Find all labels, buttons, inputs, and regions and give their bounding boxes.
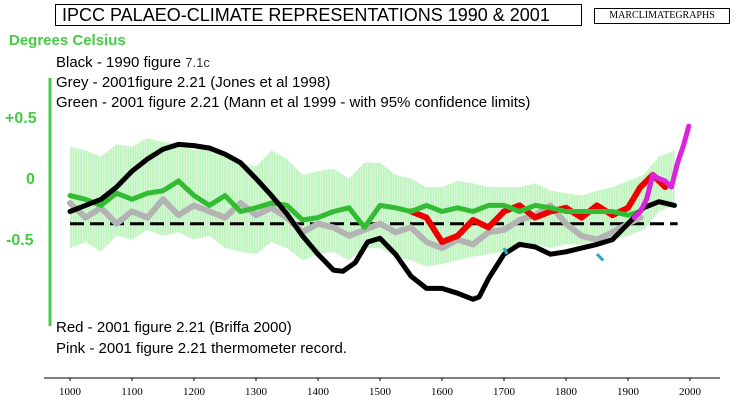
x-tick-label: 2000 — [679, 386, 701, 398]
legend-entry-green: Green - 2001 figure 2.21 (Mann et al 199… — [56, 94, 531, 111]
x-axis-tick-marks — [69, 378, 691, 381]
y-axis-label: Degrees Celsius — [9, 32, 126, 49]
series-segment-cyan — [502, 247, 509, 255]
series-line-red-briffa — [408, 171, 669, 245]
x-tick-label: 1600 — [431, 386, 453, 398]
legend-entry-red: Red - 2001 figure 2.21 (Briffa 2000) — [56, 319, 292, 336]
x-tick-label: 1300 — [245, 386, 267, 398]
series-line-pink-thermometer — [631, 123, 692, 221]
x-tick-label: 1200 — [183, 386, 205, 398]
legend-entry-pink: Pink - 2001 figure 2.21 thermometer reco… — [56, 340, 347, 357]
x-tick-label: 1400 — [307, 386, 329, 398]
series-segment-cyan — [595, 253, 605, 262]
x-tick-label: 1900 — [617, 386, 639, 398]
brand-label: MARCLIMATEGRAPHS — [594, 8, 730, 24]
plot-layers — [67, 123, 692, 302]
x-tick-label: 1100 — [121, 386, 143, 398]
chart-title: IPCC PALAEO-CLIMATE REPRESENTATIONS 1990… — [55, 4, 582, 26]
y-tick-label-minus-0-5: -0.5 — [6, 232, 34, 249]
series-line-black-1990 — [67, 141, 677, 302]
x-tick-label: 1000 — [59, 386, 81, 398]
legend-entry-black-text: Black - 1990 figure — [56, 54, 182, 71]
legend-entry-black: Black - 1990 figure 7.1c — [56, 53, 210, 73]
y-tick-label-plus-0-5: +0.5 — [5, 110, 37, 127]
x-tick-label: 1700 — [493, 386, 515, 398]
legend-entry-black-suffix: 7.1c — [185, 55, 210, 70]
series-line-green-mann — [67, 178, 643, 230]
legend-entry-grey: Grey - 2001figure 2.21 (Jones et al 1998… — [56, 74, 331, 91]
x-tick-label: 1500 — [369, 386, 391, 398]
y-tick-label-0: 0 — [26, 171, 35, 188]
x-tick-label: 1800 — [555, 386, 577, 398]
